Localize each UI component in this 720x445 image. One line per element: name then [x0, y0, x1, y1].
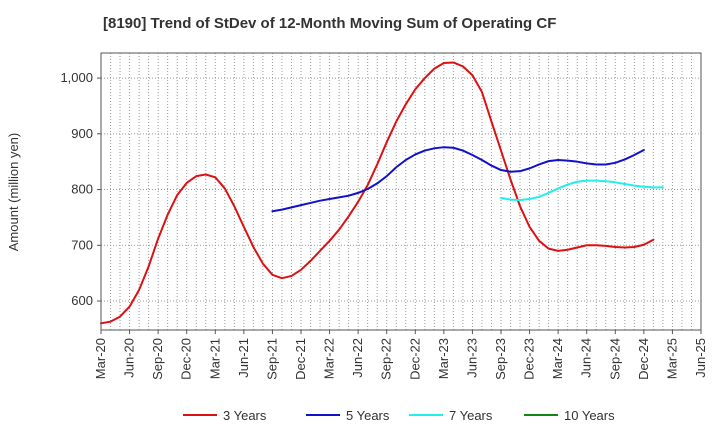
x-tick-label: Dec-24 — [636, 338, 651, 380]
grid-layer — [100, 53, 702, 330]
legend-item-10-years: 10 Years — [524, 408, 615, 423]
y-axis-label: Amount (million yen) — [6, 133, 21, 252]
x-tick-label: Sep-21 — [264, 338, 279, 380]
x-tick-label: Sep-20 — [150, 338, 165, 380]
x-tick-label: Jun-21 — [236, 338, 251, 378]
legend-label: 5 Years — [346, 408, 390, 423]
x-tick-label: Jun-20 — [122, 338, 137, 378]
legend-item-3-years: 3 Years — [183, 408, 267, 423]
series-line-5-years — [271, 146, 645, 213]
x-tick-label: Mar-25 — [664, 338, 679, 379]
series-line-7-years — [500, 179, 664, 202]
x-tick-label: Sep-22 — [379, 338, 394, 380]
y-tick-label: 1,000 — [60, 70, 93, 85]
x-tick-label: Mar-22 — [322, 338, 337, 379]
y-tick-label: 600 — [71, 293, 93, 308]
series-line-3-years — [100, 61, 655, 325]
x-tick-label: Mar-21 — [207, 338, 222, 379]
x-tick-label: Dec-21 — [293, 338, 308, 380]
y-tick-label: 700 — [71, 237, 93, 252]
x-tick-label: Sep-24 — [607, 338, 622, 380]
x-tick-label: Jun-22 — [350, 338, 365, 378]
y-ticks-layer: 600 700 800 900 1,000 — [60, 70, 101, 308]
x-tick-label: Mar-24 — [550, 338, 565, 379]
x-tick-label: Dec-20 — [179, 338, 194, 380]
x-ticks-layer: Mar-20 Jun-20 Sep-20 Dec-20 Mar-21 Jun-21 Sep-… — [93, 330, 708, 380]
x-tick-label: Mar-20 — [93, 338, 108, 379]
x-tick-label: Jun-23 — [464, 338, 479, 378]
legend-label: 3 Years — [223, 408, 267, 423]
x-tick-label: Mar-23 — [436, 338, 451, 379]
y-tick-label: 900 — [71, 126, 93, 141]
x-tick-label: Jun-25 — [693, 338, 708, 378]
x-tick-label: Dec-22 — [407, 338, 422, 380]
legend: 3 Years 5 Years 7 Years 10 Years — [183, 408, 615, 423]
legend-item-7-years: 7 Years — [409, 408, 493, 423]
legend-label: 7 Years — [449, 408, 493, 423]
x-tick-label: Jun-24 — [579, 338, 594, 378]
plot-frame — [100, 52, 702, 331]
y-tick-label: 800 — [71, 182, 93, 197]
x-tick-label: Sep-23 — [493, 338, 508, 380]
legend-label: 10 Years — [564, 408, 615, 423]
series-layer — [100, 61, 664, 325]
legend-item-5-years: 5 Years — [306, 408, 390, 423]
x-tick-label: Dec-23 — [522, 338, 537, 380]
chart-title: [8190] Trend of StDev of 12-Month Moving… — [103, 15, 556, 32]
